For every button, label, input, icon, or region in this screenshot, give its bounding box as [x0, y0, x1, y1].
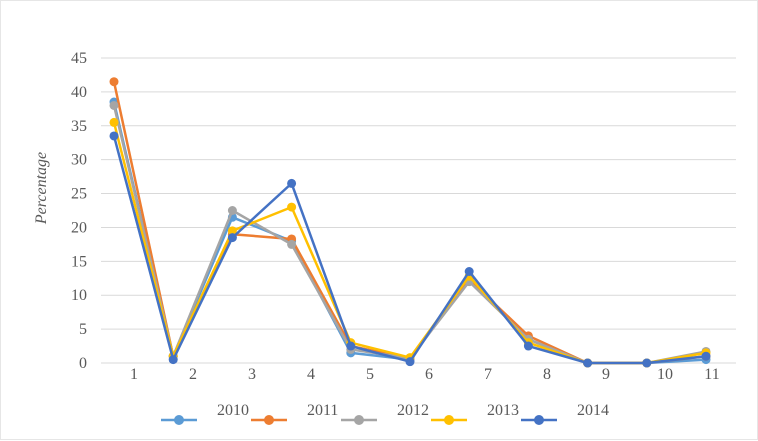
- x-tick-label: 1: [130, 366, 138, 383]
- legend-label: 2012: [397, 402, 429, 419]
- legend-item-2014: 2014: [521, 402, 609, 425]
- data-point-2014: [464, 267, 474, 276]
- series-line-2010: [112, 100, 708, 365]
- data-point-2014: [168, 355, 178, 365]
- x-tick-label: 10: [657, 366, 673, 383]
- data-point-2014: [109, 131, 119, 141]
- data-point-2014: [346, 341, 356, 351]
- data-point-2014: [583, 358, 593, 368]
- y-tick-label: 15: [71, 253, 87, 270]
- legend-item-2011: 2011: [251, 402, 338, 425]
- legend-marker: [354, 415, 364, 425]
- y-tick-label: 0: [79, 355, 87, 372]
- gridlines: [101, 57, 736, 364]
- data-point-2014: [287, 178, 297, 188]
- legend-marker: [534, 415, 544, 425]
- data-point-2012: [109, 100, 119, 110]
- x-tick-label: 2: [189, 366, 197, 383]
- data-point-2012: [287, 239, 297, 249]
- x-tick-label: 11: [704, 366, 719, 383]
- data-point-2014: [405, 357, 415, 367]
- y-tick-label: 40: [71, 84, 87, 101]
- x-tick-label: 3: [248, 366, 256, 383]
- legend-marker: [444, 415, 454, 425]
- legend-marker: [264, 415, 274, 425]
- data-point-2012: [227, 206, 237, 215]
- y-tick-label: 25: [71, 186, 87, 203]
- legend-label: 2011: [307, 402, 338, 419]
- y-tick-label: 10: [71, 287, 87, 304]
- data-point-2013: [227, 226, 237, 236]
- data-point-2013: [109, 117, 119, 127]
- legend-label: 2014: [577, 402, 609, 419]
- y-tick-label: 45: [71, 50, 87, 67]
- x-tick-label: 7: [484, 366, 492, 383]
- x-tick-label: 6: [425, 366, 433, 383]
- series-line-2012: [112, 104, 708, 365]
- data-point-2014: [227, 233, 237, 243]
- legend-marker: [174, 415, 184, 425]
- data-point-2014: [523, 341, 533, 351]
- series-line-2013: [112, 121, 708, 365]
- data-point-2014: [701, 351, 711, 361]
- legend-item-2013: 2013: [431, 402, 519, 425]
- x-tick-label: 9: [602, 366, 610, 383]
- y-axis-title: Percentage: [33, 152, 50, 225]
- y-tick-label: 35: [71, 118, 87, 135]
- x-tick-label: 8: [543, 366, 551, 383]
- legend-label: 2010: [217, 402, 249, 419]
- x-tick-label: 5: [366, 366, 374, 383]
- x-tick-label: 4: [307, 366, 315, 383]
- legend-item-2010: 2010: [161, 402, 249, 425]
- data-point-2014: [642, 358, 652, 368]
- legend-label: 2013: [487, 402, 519, 419]
- data-point-2013: [287, 202, 297, 212]
- data-point-2011: [109, 77, 119, 87]
- series-line-2011: [112, 80, 708, 365]
- y-tick-label: 20: [71, 219, 87, 236]
- legend-item-2012: 2012: [341, 402, 429, 425]
- y-tick-label: 30: [71, 152, 87, 169]
- y-tick-label: 5: [79, 321, 87, 338]
